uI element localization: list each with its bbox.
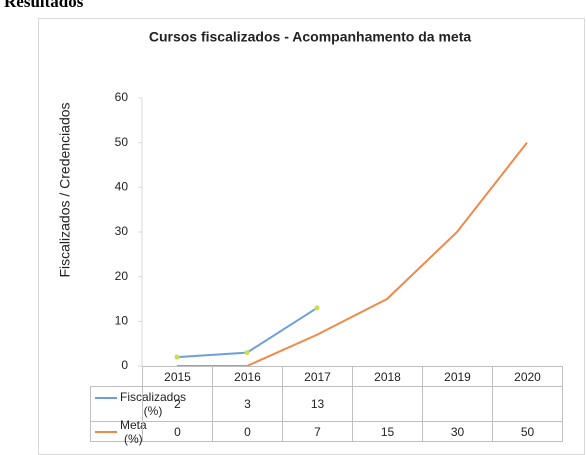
legend-swatch [95,431,117,433]
value-cell [352,386,423,422]
y-tick-label: 50 [115,135,129,149]
category-cell: 2020 [492,366,563,387]
value-cell: 0 [212,421,283,442]
legend-swatch [95,397,117,399]
value-cell: 15 [352,421,423,442]
y-tick-label: 60 [115,90,129,104]
category-cell: 2015 [142,366,213,387]
marker [244,350,250,356]
legend-cell: Meta (%) [90,418,147,446]
legend-label: Meta (%) [120,417,147,446]
value-cell: 3 [212,386,283,422]
category-cell: 2019 [422,366,493,387]
value-cell: 7 [282,421,353,442]
legend-label: Fiscalizados (%) [120,390,187,418]
heading: Resultados [4,0,84,11]
marker [174,354,180,360]
chart-frame [38,18,585,455]
value-cell: 0 [142,421,213,442]
y-tick-label: 10 [115,314,129,328]
value-cell: 50 [492,421,563,442]
category-cell: 2017 [282,366,353,387]
value-cell [422,386,493,422]
chart-title: Cursos fiscalizados - Acompanhamento da … [149,29,472,45]
y-tick-label: 40 [115,180,129,194]
y-tick-label: 30 [115,224,129,238]
marker [314,305,320,311]
value-cell: 13 [282,386,353,422]
value-cell: 2 [142,386,213,422]
category-cell: 2018 [352,366,423,387]
y-axis-label: Fiscalizados / Credenciados [57,102,73,277]
category-cell: 2016 [212,366,283,387]
y-tick-label: 20 [115,269,129,283]
value-cell [492,386,563,422]
y-tick-label: 0 [121,358,128,372]
value-cell: 30 [422,421,493,442]
